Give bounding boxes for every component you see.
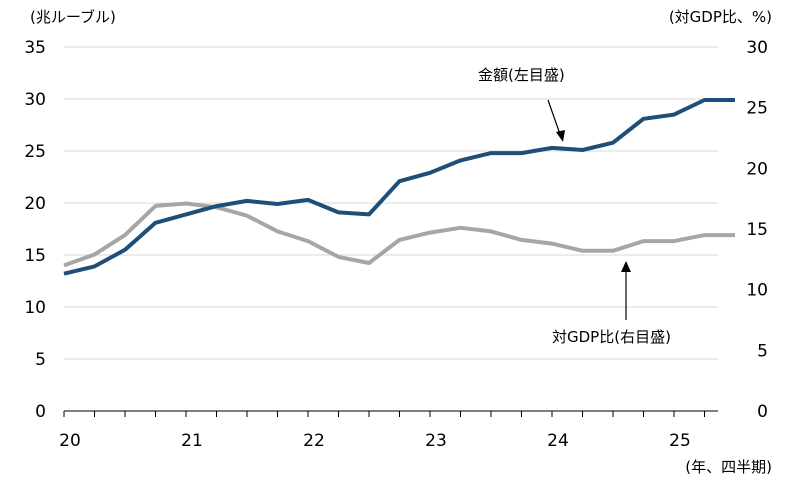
- annotation-amount: 金額(左目盛): [478, 66, 565, 142]
- left-axis-unit: (兆ルーブル): [30, 8, 116, 26]
- left-tick-label: 10: [24, 298, 46, 318]
- right-tick-label: 0: [757, 402, 768, 422]
- x-tick-label: 22: [303, 431, 325, 451]
- annotation-amount-label: 金額(左目盛): [478, 66, 565, 84]
- right-tick-label: 20: [746, 159, 768, 179]
- right-tick-label: 25: [746, 99, 768, 119]
- series-line-amount: [63, 98, 735, 276]
- series: [63, 98, 735, 276]
- left-tick-label: 15: [24, 246, 46, 266]
- gridlines: [64, 46, 718, 360]
- left-tick-label: 5: [35, 350, 46, 370]
- right-axis-unit: (対GDP比、%): [669, 8, 772, 26]
- left-tick-label: 25: [24, 142, 46, 162]
- left-tick-label: 35: [24, 38, 46, 58]
- right-tick-label: 30: [746, 38, 768, 58]
- left-axis-ticks: 0 5 10 15 20 25 30 35: [24, 38, 46, 422]
- x-axis: 20 21 22 23 24 25: [59, 410, 718, 451]
- x-tick-label: 24: [547, 431, 569, 451]
- right-tick-label: 5: [757, 341, 768, 361]
- x-tick-label: 25: [669, 431, 691, 451]
- x-tick-label: 23: [425, 431, 447, 451]
- x-tick-label: 21: [181, 431, 203, 451]
- x-tick-label: 20: [59, 431, 81, 451]
- annotation-ratio-arrowhead: [621, 261, 631, 272]
- right-tick-label: 15: [746, 220, 768, 240]
- right-tick-label: 10: [746, 281, 768, 301]
- left-tick-label: 0: [35, 402, 46, 422]
- annotation-amount-arrow-line: [547, 99, 562, 138]
- series-line-gdp-ratio: [63, 201, 735, 268]
- left-tick-label: 20: [24, 194, 46, 214]
- x-axis-unit: (年、四半期): [685, 458, 772, 476]
- annotation-ratio-label: 対GDP比(右目盛): [552, 328, 671, 346]
- right-axis-ticks: 0 5 10 15 20 25 30: [746, 38, 768, 422]
- annotation-ratio: 対GDP比(右目盛): [552, 261, 671, 346]
- left-tick-label: 30: [24, 90, 46, 110]
- annotation-amount-arrowhead: [556, 130, 565, 142]
